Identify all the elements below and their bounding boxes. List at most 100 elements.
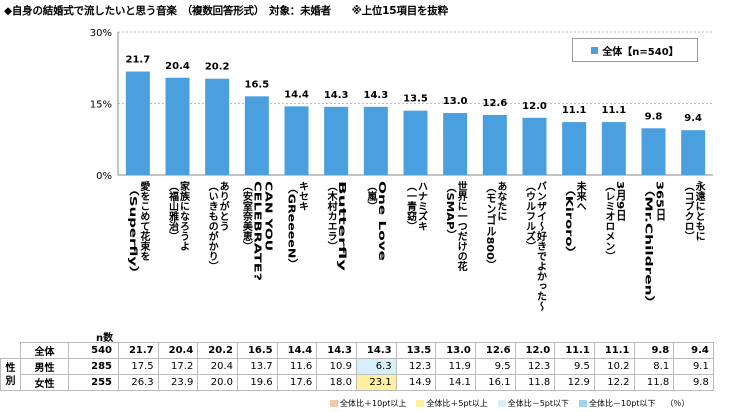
bar (363, 106, 388, 175)
category-label: （Kiroro） (563, 181, 576, 261)
category-label: CELEBRATE? (251, 181, 262, 281)
table-cell: 18.0 (316, 374, 357, 391)
category-label: ハナミズキ (416, 181, 428, 231)
table-row: 全体 540 21.7 20.4 20.2 16.5 14.4 14.3 14.3 13.5 13.… (0, 342, 714, 359)
table-cell: 20.0 (197, 374, 238, 391)
category-label: （レミオロメン） (603, 181, 616, 261)
table-cell: 6.3 (355, 358, 397, 375)
table-cell: 13.5 (395, 342, 437, 359)
bar-value-label: 13.0 (443, 96, 468, 107)
table-cell: 17.5 (118, 358, 159, 375)
bar (244, 96, 269, 175)
table-cell: 9.8 (673, 374, 714, 391)
table-cell: 10.2 (593, 358, 635, 375)
bar-value-label: 14.3 (363, 90, 388, 101)
bar (601, 122, 626, 175)
bar-value-label: 12.0 (522, 101, 547, 112)
bar (522, 117, 547, 175)
category-label: CAN YOU (262, 181, 273, 251)
legend-swatch (591, 46, 599, 54)
table-row: 性別男性 285 17.5 17.2 20.4 13.7 11.6 10.9 6.3 12.3 11… (0, 358, 714, 391)
category-label: （Mr.Children） (643, 181, 656, 311)
legend-swatch (330, 400, 338, 407)
table-cell: 11.6 (276, 358, 318, 375)
bar (562, 122, 587, 175)
table-cell: 16.1 (474, 374, 516, 391)
table-cell: 12.3 (514, 358, 556, 375)
table-cell: 9.1 (673, 358, 714, 375)
category-label: （モンゴル800） (484, 181, 497, 271)
bar (125, 71, 150, 175)
category-label: 愛をこめて花束を (138, 180, 150, 261)
category-label: ありがとう (217, 181, 229, 231)
highlight-legend-item: 全体比－5pt以下 (497, 398, 570, 409)
category-label: キセキ (297, 181, 309, 211)
highlight-legend-item: （％） (665, 398, 689, 409)
table-cell: 14.9 (395, 374, 437, 391)
legend-text: （％） (665, 399, 690, 408)
table-cell: 11.8 (514, 374, 556, 391)
n-value: 285 (68, 358, 119, 375)
bar (403, 110, 428, 175)
legend-swatch (579, 400, 588, 407)
breakdown-table: 全体 540 21.7 20.4 20.2 16.5 14.4 14.3 14.3 13.5 13.… (0, 342, 714, 391)
n-value: 540 (68, 342, 119, 359)
bar (443, 113, 468, 175)
category-label: （一青窈） (405, 181, 418, 231)
category-label: 永遠にともに (693, 180, 706, 241)
table-cell: 8.1 (633, 358, 675, 375)
legend-text: 全体比＋10pt以上 (340, 399, 407, 408)
table-cell: 19.6 (236, 374, 278, 391)
category-label: （安室奈美恵） (240, 181, 253, 251)
table-cell: 12.6 (474, 342, 516, 359)
chart-legend: 全体【n=540】 (572, 38, 698, 62)
category-label: 世界に一つだけの花 (455, 180, 467, 272)
table-cell: 13.7 (236, 358, 278, 375)
category-label: 未来へ (574, 180, 587, 211)
table-cell: 11.1 (554, 342, 595, 359)
n-label: n数 (96, 333, 114, 344)
bar (681, 130, 706, 175)
bar-value-label: 14.4 (284, 89, 309, 100)
highlight-legend-item: 全体比－10pt以下 (579, 398, 655, 409)
chart-title: ◆自身の結婚式で流したいと思う音楽 （複数回答形式） 対象：未婚者 ※上位15項… (4, 5, 448, 17)
category-label: （SMAP） (444, 181, 457, 241)
table-cell: 11.1 (593, 342, 635, 359)
row-label: 女性 (20, 374, 69, 391)
y-tick-label: 0% (96, 171, 112, 182)
group-label: 性別 (0, 358, 21, 391)
bar (324, 106, 349, 175)
highlight-legend-item: 全体比＋5pt以上 (416, 398, 488, 409)
y-tick-label: 15% (90, 100, 112, 111)
table-cell: 10.9 (316, 358, 357, 375)
table-cell: 16.5 (236, 342, 278, 359)
category-label: （福山雅治） (167, 181, 180, 241)
row-label: 全体 (20, 342, 69, 359)
bar-value-label: 20.4 (165, 61, 190, 72)
legend-text: 全体比－10pt以下 (589, 399, 656, 408)
table-cell: 14.4 (276, 342, 318, 359)
category-label: （木村カエラ） (325, 181, 338, 251)
table-cell: 9.5 (474, 358, 516, 375)
category-label: （GReeeeN） (286, 181, 299, 271)
legend-label: 全体【n=540】 (602, 46, 679, 58)
bar-value-label: 13.5 (403, 94, 428, 105)
bar-value-label: 11.1 (562, 105, 587, 116)
category-label: 家族になろうよ (178, 180, 190, 251)
table-cell: 12.0 (514, 342, 556, 359)
legend-text: 全体比－5pt以下 (507, 399, 570, 408)
category-label: One Love (376, 181, 387, 261)
table-cell: 23.9 (157, 374, 199, 391)
category-label: 365日 (654, 181, 665, 222)
table-cell: 21.7 (118, 342, 159, 359)
table-cell: 11.9 (435, 358, 476, 375)
table-cell: 17.2 (157, 358, 199, 375)
y-tick-label: 30% (90, 28, 112, 39)
table-cell: 20.4 (157, 342, 199, 359)
bar (165, 77, 190, 175)
bar (284, 106, 309, 175)
bar-value-label: 20.2 (205, 62, 230, 73)
highlight-legend-item: 全体比＋10pt以上 (330, 398, 406, 409)
table-cell: 23.1 (355, 374, 397, 391)
bar-value-label: 14.3 (324, 90, 349, 101)
